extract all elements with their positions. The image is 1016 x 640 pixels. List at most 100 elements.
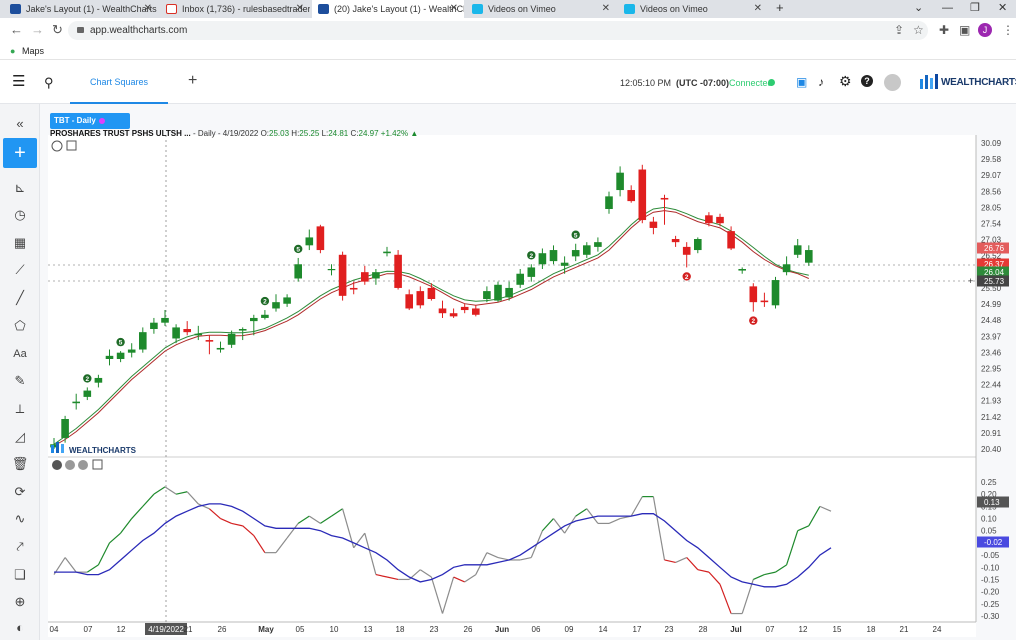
close-window-icon[interactable]: ✕ [998,2,1008,14]
calendar-icon[interactable]: ▦ [13,235,27,250]
theme-icon[interactable]: ◐ [16,620,24,635]
time-tick-label: 18 [867,625,876,634]
oscillator-fast-segment [741,579,754,614]
tab-search-icon[interactable]: ⌄ [914,2,924,14]
oscillator-tag-label: -0.02 [984,538,1003,547]
time-tick-label: 06 [532,625,541,634]
shapes-icon[interactable]: ⬠ [14,318,26,333]
restore-icon[interactable]: ❐ [970,2,980,14]
candle-body [383,251,391,254]
oscillator-up-icon[interactable] [65,460,75,470]
symbol-selector[interactable]: TBT - Daily [50,113,130,129]
search-icon[interactable]: ⚲ [44,75,54,90]
candle-body [505,287,513,298]
candle-body [594,242,602,247]
add-tab-icon[interactable]: + [188,72,198,89]
close-tab-icon[interactable]: ✕ [601,3,610,14]
browser-tab-5[interactable]: Videos on Vimeo ✕ [618,0,768,18]
price-tick-label: 27.03 [981,236,1002,245]
oscillator-tag-box [977,536,1009,548]
time-tick-label: May [258,625,274,634]
menu-icon[interactable]: ☰ [12,73,26,90]
url-text: app.wealthcharts.com [90,25,188,36]
close-tab-icon[interactable]: ✕ [143,3,152,14]
share-icon[interactable]: ⇪ [894,23,905,37]
indicators-icon[interactable]: ⊾ [14,180,26,195]
reload-icon[interactable]: ↻ [52,22,63,37]
candle-body [549,250,558,262]
time-tick-label: 07 [766,625,775,634]
collapse-icon[interactable]: « [16,116,24,131]
candle-body [649,221,658,228]
line-tool-icon[interactable]: ╱ [16,290,24,305]
bookmark-star-icon[interactable]: ☆ [913,23,924,37]
oscillator-fast-segment [242,525,255,537]
oscillator-expand-icon[interactable] [92,459,103,470]
chart-line-icon[interactable]: ∿ [14,511,26,526]
close-tab-icon[interactable]: ✕ [295,3,304,14]
close-tab-icon[interactable]: ✕ [449,3,458,14]
candle-body [172,327,180,339]
wealthcharts-favicon-icon [10,4,21,14]
price-tick-label: 23.97 [981,332,1002,341]
oscillator-fast-segment [819,505,832,512]
watermark-text: WEALTHCHARTS [69,446,137,455]
minimize-icon[interactable]: — [942,2,953,14]
oscillator-fast-segment [164,486,177,495]
notification-bell-icon[interactable]: ♪ [818,75,824,89]
candle-body [694,239,702,251]
timezone-label[interactable]: (UTC -07:00) [676,78,730,88]
oscillator-down-icon[interactable] [78,460,88,470]
profile-avatar[interactable]: J [978,23,992,37]
back-icon[interactable]: ← [10,22,23,37]
expand-pane-icon[interactable] [66,140,77,151]
compare-icon[interactable]: ⤤ [16,539,24,554]
oscillator-fast-segment [209,508,221,519]
low-label: L: [321,129,329,138]
help-icon[interactable]: ? [861,75,873,87]
symbol-label: TBT - Daily [54,116,96,125]
trend-icon[interactable]: ⟋ [15,262,25,277]
candle-body [671,239,680,243]
time-tick-label: 23 [430,625,439,634]
browser-tab-4[interactable]: Videos on Vimeo ✕ [466,0,616,18]
forward-icon[interactable]: → [31,22,44,37]
candle-body [460,306,469,311]
replay-icon[interactable]: ⟳ [14,484,26,499]
add-icon[interactable]: + [3,138,37,168]
clock-icon[interactable]: ◷ [14,207,26,222]
close-tab-icon[interactable]: ✕ [753,3,762,14]
new-tab-icon[interactable]: + [776,0,784,15]
trash-icon[interactable]: 🗑 [11,456,29,471]
settings-circle-icon[interactable] [51,140,63,152]
ruler-icon[interactable]: ⟂ [15,401,25,416]
oscillator-fast-segment [253,535,266,553]
settings-gear-icon[interactable]: ⚙ [839,73,852,89]
bookmark-label: Maps [21,46,44,56]
save-icon[interactable]: ▣ [796,75,808,89]
url-field[interactable]: app.wealthcharts.com [68,21,928,40]
layers-icon[interactable]: ❏ [14,567,26,582]
fib-tool-icon[interactable]: ◿ [15,429,25,444]
browser-tab-3[interactable]: (20) Jake's Layout (1) - WealthCh ✕ [312,0,464,18]
side-panel-icon[interactable]: ▣ [959,23,971,37]
oscillator-tick-label: -0.30 [981,612,1000,621]
browser-menu-icon[interactable]: ⋮ [1002,23,1014,37]
buy-signal-marker [571,230,580,239]
extensions-icon[interactable]: ✚ [939,23,950,37]
signal-label: 5 [296,247,300,254]
oscillator-fast-segment [664,559,676,563]
oscillator-settings-icon[interactable] [52,460,62,470]
watermark-logo-icon [51,445,54,453]
vimeo-favicon-icon [472,4,483,14]
tab-chart-squares[interactable]: Chart Squares [70,60,168,104]
crosshair-icon[interactable]: ⊕ [14,594,26,609]
text-tool-icon[interactable]: Aa [13,348,27,360]
user-avatar-icon[interactable] [884,74,901,91]
browser-tab-2[interactable]: Inbox (1,736) - rulesbasedtrader ✕ [160,0,310,18]
maps-bookmark[interactable]: ● Maps [10,42,44,60]
oscillator-fast-segment [342,508,355,548]
brush-icon[interactable]: ✎ [14,373,26,388]
browser-tab-1[interactable]: Jake's Layout (1) - WealthCharts ✕ [4,0,158,18]
